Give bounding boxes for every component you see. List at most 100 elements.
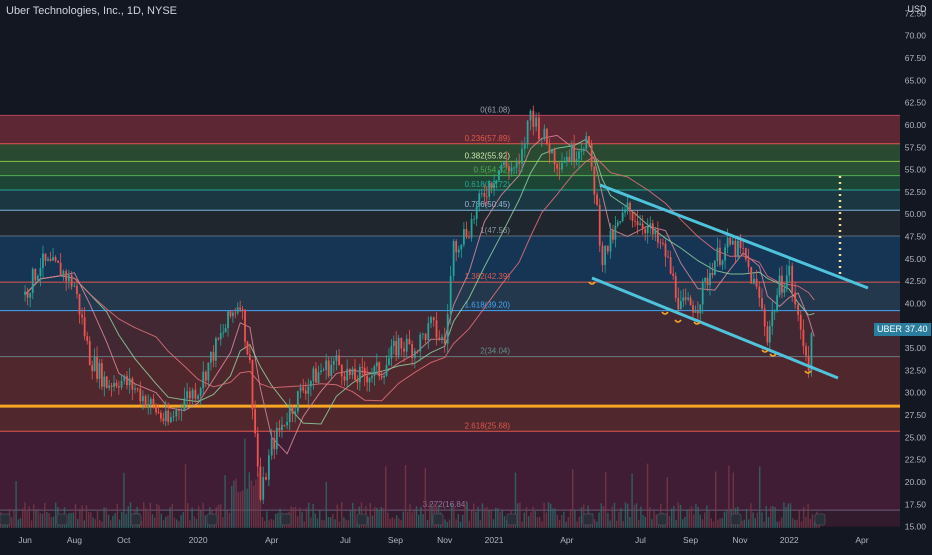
volume-bar (618, 511, 620, 528)
volume-bar (259, 478, 261, 528)
candle-body (744, 248, 747, 260)
candle-body (34, 268, 37, 281)
volume-bar (602, 505, 605, 528)
volume-bar (550, 503, 552, 528)
volume-bar (367, 517, 369, 528)
candle-body (483, 193, 486, 197)
volume-bar (620, 508, 622, 528)
candle-body (563, 161, 566, 163)
volume-bar (319, 510, 321, 528)
price-axis (900, 0, 932, 550)
volume-bar (811, 514, 814, 528)
time-tick-label: Jul (340, 535, 351, 545)
candle-body (475, 206, 478, 219)
candle-body (773, 311, 776, 313)
price-tick-label: 20.00 (905, 477, 927, 487)
volume-bar (631, 473, 633, 528)
volume-bar (556, 515, 558, 528)
candle-body (315, 368, 317, 383)
time-tick-label: Apr (855, 535, 868, 545)
volume-bar (479, 520, 481, 528)
candle-body (629, 202, 631, 212)
candle-body (500, 165, 503, 170)
price-tick-label: 72.50 (905, 8, 927, 18)
candle-body (644, 229, 647, 234)
fib-label: 1.618(39.20) (465, 301, 511, 310)
volume-bar (310, 517, 312, 528)
volume-bar (521, 521, 523, 528)
volume-bar (248, 472, 250, 528)
volume-bar (497, 508, 499, 528)
candle-body (183, 398, 186, 410)
candle-body (739, 240, 742, 248)
volume-bar (237, 491, 239, 528)
candle-body (580, 151, 583, 152)
candle-body (480, 193, 483, 194)
volume-bar (400, 520, 402, 528)
volume-bar (220, 504, 222, 528)
volume-bar (607, 512, 609, 528)
volume-bar (741, 520, 743, 528)
time-tick-label: Aug (67, 535, 82, 545)
candle-body (155, 404, 157, 413)
candle-body (488, 182, 491, 197)
volume-bar (191, 507, 193, 528)
volume-bar (266, 511, 268, 528)
touch-marker (769, 353, 777, 357)
volume-bar (99, 519, 101, 528)
time-tick-label: Apr (560, 535, 573, 545)
candle-body (689, 297, 692, 306)
candle-body (96, 356, 98, 379)
candle-body (229, 311, 232, 317)
price-tick-label: 67.50 (905, 53, 927, 63)
volume-bar (569, 508, 572, 528)
volume-bar (173, 517, 176, 528)
volume-bar (415, 506, 418, 528)
volume-bar (642, 514, 644, 528)
volume-bar (748, 519, 750, 528)
candle-body (286, 421, 288, 426)
candle-body (26, 291, 29, 298)
candle-body (180, 409, 183, 411)
volume-bar (250, 480, 253, 528)
candle-body (593, 166, 596, 195)
earnings-marker-icon (56, 513, 68, 526)
candle-body (687, 297, 690, 300)
volume-bar (301, 512, 303, 528)
candle-body (797, 304, 800, 315)
fib-label: 0.618(52.72) (465, 180, 511, 189)
candle-body (616, 222, 619, 226)
volume-bar (600, 503, 602, 528)
fib-label: 0.382(55.92) (465, 151, 511, 160)
volume-bar (462, 514, 464, 528)
candle-body (202, 371, 205, 389)
volume-bar (649, 507, 651, 528)
volume-bar (308, 502, 310, 528)
price-tick-label: 35.00 (905, 343, 927, 353)
candle-body (575, 158, 578, 162)
candle-body (348, 368, 351, 375)
candle-body (157, 412, 160, 414)
volume-bar (198, 506, 200, 528)
candle-body (392, 340, 395, 346)
volume-bar (202, 502, 204, 528)
candle-body (147, 403, 150, 408)
candle-body (667, 256, 669, 258)
candle-body (207, 362, 210, 381)
candle-body (430, 317, 432, 324)
candle-body (785, 275, 788, 289)
candle-body (378, 362, 381, 377)
candle-body (110, 385, 113, 387)
volume-bar (235, 478, 237, 528)
volume-bar (743, 519, 745, 528)
candle-body (709, 272, 711, 286)
volume-bar (147, 511, 149, 528)
candle-body (296, 391, 299, 412)
candle-body (139, 388, 142, 402)
volume-bar (690, 506, 693, 528)
volume-bar (178, 521, 180, 528)
volume-bar (699, 514, 701, 528)
volume-bar (783, 502, 785, 528)
